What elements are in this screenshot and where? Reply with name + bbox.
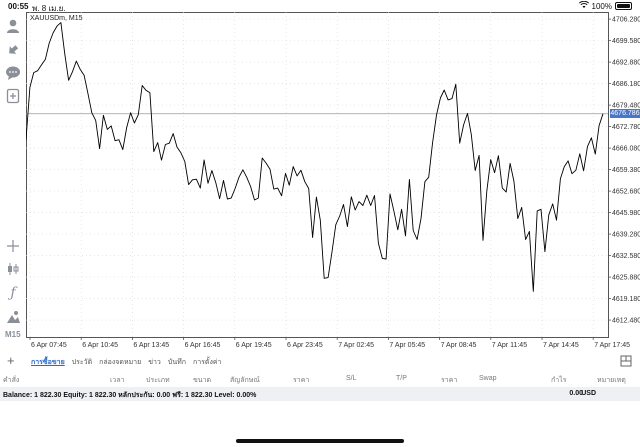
y-tick-label: 4666.080	[612, 146, 640, 153]
bottom-tab[interactable]: การตั้งค่า	[192, 359, 222, 366]
y-tick-label: 4672.780	[612, 124, 640, 131]
plot-frame	[26, 12, 609, 338]
bottom-tab[interactable]: ข่าว	[148, 359, 161, 366]
y-tick-label: 4659.380	[612, 167, 640, 174]
y-tick-label: 4679.480	[612, 103, 640, 110]
tab-row: การซื้อขาย ประวัติ กล่องจดหมาย ข่าว บันทึก กา…	[31, 357, 221, 368]
x-tick-label: 6 Apr 23:45	[287, 342, 323, 349]
left-toolbar: ƒ M15	[0, 12, 26, 339]
wifi-icon	[578, 0, 589, 11]
x-tick-label: 6 Apr 13:45	[133, 342, 169, 349]
y-tick-label: 4632.580	[612, 253, 640, 260]
column-header[interactable]: ขนาด	[193, 377, 212, 384]
status-time: 00:55	[8, 2, 29, 11]
y-tick-label: 4686.180	[612, 81, 640, 88]
candlestick-icon[interactable]	[5, 261, 21, 277]
indicator-icon[interactable]: ƒ	[10, 285, 16, 301]
bottom-tab[interactable]: กล่องจดหมาย	[99, 359, 142, 366]
current-price-label: 4676.786	[610, 109, 640, 119]
y-tick-label: 4706.280	[612, 17, 640, 24]
y-tick-label: 4639.280	[612, 232, 640, 239]
currency-label: USD	[581, 390, 596, 397]
total-profit: 0.00	[569, 390, 583, 397]
column-header[interactable]: เวลา	[110, 377, 125, 384]
x-tick-label: 7 Apr 14:45	[543, 342, 579, 349]
status-right: 100%	[578, 0, 632, 11]
x-tick-label: 7 Apr 11:45	[492, 342, 527, 349]
x-tick-label: 7 Apr 02:45	[338, 342, 374, 349]
x-tick-label: 6 Apr 16:45	[185, 342, 221, 349]
trade-table-header: คำสั่ง เวลา ประเภท ขนาด สัญลักษณ์ ราคา S/L T/P ร…	[0, 373, 640, 385]
y-tick-label: 4652.680	[612, 189, 640, 196]
layout-toggle-icon[interactable]	[620, 355, 632, 367]
add-icon[interactable]: +	[7, 353, 15, 368]
column-header[interactable]: ราคา	[293, 377, 310, 384]
column-header[interactable]: ราคา	[441, 377, 458, 384]
chart-symbol-label: XAUUSDm, M15	[30, 15, 83, 22]
battery-percent: 100%	[591, 1, 612, 11]
column-header[interactable]: คำสั่ง	[3, 377, 20, 384]
trade-icon[interactable]	[5, 41, 21, 57]
column-header[interactable]: สัญลักษณ์	[230, 377, 260, 384]
timeframe-label[interactable]: M15	[5, 330, 21, 339]
y-tick-label: 4625.880	[612, 275, 640, 282]
column-header[interactable]: T/P	[396, 375, 407, 382]
bottom-tab[interactable]: การซื้อขาย	[31, 359, 65, 366]
home-indicator[interactable]	[236, 439, 404, 443]
x-tick-label: 6 Apr 19:45	[236, 342, 272, 349]
column-header[interactable]: หมายเหตุ	[597, 377, 626, 384]
price-series-line	[26, 22, 604, 292]
x-tick-label: 7 Apr 08:45	[441, 342, 477, 349]
balance-bar: Balance: 1 822.30 Equity: 1 822.30 หลักป…	[0, 387, 640, 401]
x-tick-label: 6 Apr 10:45	[82, 342, 118, 349]
y-tick-label: 4645.980	[612, 210, 640, 217]
y-tick-label: 4619.180	[612, 296, 640, 303]
chat-icon[interactable]	[5, 65, 21, 81]
column-header[interactable]: กำไร	[551, 377, 567, 384]
bottom-tab[interactable]: ประวัติ	[71, 359, 93, 366]
x-tick-label: 7 Apr 05:45	[389, 342, 425, 349]
balance-summary: Balance: 1 822.30 Equity: 1 822.30 หลักป…	[3, 392, 257, 399]
bottom-tab[interactable]: บันทึก	[167, 359, 186, 366]
column-header[interactable]: S/L	[346, 375, 357, 382]
column-header[interactable]: ประเภท	[146, 377, 170, 384]
y-tick-label: 4612.480	[612, 318, 640, 325]
column-header[interactable]: Swap	[479, 375, 497, 382]
y-tick-label: 4699.580	[612, 38, 640, 45]
new-order-icon[interactable]	[5, 88, 21, 104]
objects-icon[interactable]	[5, 309, 21, 325]
x-tick-label: 6 Apr 07:45	[31, 342, 67, 349]
chart-canvas: 4706.280 4699.580 4692.880 4686.180 4679.480…	[26, 12, 640, 349]
account-icon[interactable]	[5, 18, 21, 34]
status-date: พ. 8 เม.ย.	[32, 4, 66, 13]
price-chart[interactable]: 4706.280 4699.580 4692.880 4686.180 4679.480…	[26, 12, 640, 353]
battery-icon	[615, 2, 632, 10]
y-tick-label: 4692.880	[612, 60, 640, 67]
x-tick-label: 7 Apr 17:45	[594, 342, 630, 349]
crosshair-icon[interactable]	[5, 238, 21, 254]
status-bar: 00:55 พ. 8 เม.ย. 100%	[0, 0, 640, 13]
bottom-tab-bar: + การซื้อขาย ประวัติ กล่องจดหมาย ข่าว บันทึก…	[0, 353, 640, 369]
